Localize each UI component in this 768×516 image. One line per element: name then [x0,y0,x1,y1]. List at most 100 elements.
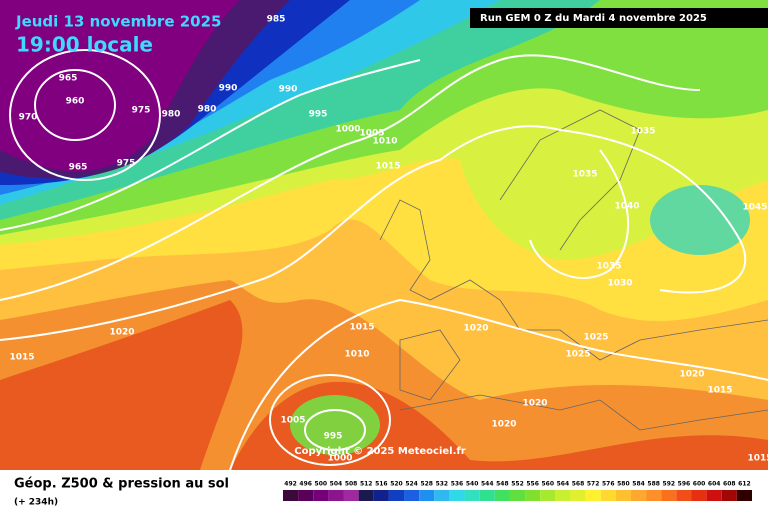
legend-label: 580 [617,481,630,488]
legend-label: 540 [466,481,479,488]
legend-label: 524 [405,481,418,488]
legend-label: 492 [284,481,297,488]
legend-swatch [646,490,662,501]
legend-swatch [615,490,631,501]
legend-swatch [449,490,465,501]
isobar-label: 1035 [572,170,597,180]
isobars [0,49,768,471]
isobar-label: 1020 [679,370,704,380]
legend-swatch [313,490,329,501]
legend-label: 600 [693,481,706,488]
legend-label: 528 [420,481,433,488]
legend-swatch [585,490,601,501]
legend-swatch [736,490,752,501]
legend-swatch [434,490,450,501]
isobar-label: 1030 [607,279,632,289]
isobar-label: 960 [66,97,85,107]
isobar-label: 1000 [335,125,360,135]
isobar-label: 1035 [596,262,621,272]
legend-label: 520 [390,481,403,488]
legend-label: 544 [481,481,494,488]
legend-swatch [298,490,314,501]
legend-swatch [676,490,692,501]
legend-label: 532 [436,481,449,488]
coastlines [379,109,768,431]
legend-swatch [464,490,480,501]
legend-label: 572 [587,481,600,488]
field [290,395,380,455]
isobar-label: 965 [69,163,88,173]
legend-swatch [328,490,344,501]
isobar [529,149,630,280]
isobar-label: 1020 [522,399,547,409]
legend-label: 576 [602,481,615,488]
legend-swatch [404,490,420,501]
isobar-label: 980 [162,110,181,120]
legend-label: 508 [345,481,358,488]
isobar-label: 1020 [463,324,488,334]
legend-swatch [525,490,541,501]
isobar-label: 1020 [109,328,134,338]
legend-label: 516 [375,481,388,488]
isobar-label: 965 [59,74,78,84]
legend-label: 560 [541,481,554,488]
isobar-label: 1025 [565,350,590,360]
isobar-label: 1025 [583,333,608,343]
legend: 492 496 500 504 508 512 516 520 524 528 532 536 540 5… [283,481,752,501]
legend-label: 556 [526,481,539,488]
legend-label: 604 [708,481,721,488]
isobar-label: 1005 [280,416,305,426]
isobar-label: 1045 [742,203,767,213]
isobar-labels: 985 965 960 970 975 980 980 965 975 990 990 995 1000… [9,15,768,464]
legend-swatch [373,490,389,501]
legend-label: 608 [723,481,736,488]
time: 19:00 locale [16,33,153,57]
isobar-label: 1015 [9,353,34,363]
isobar-label: 990 [279,85,298,95]
isobar-label: 1010 [344,350,369,360]
run-box [470,8,768,28]
legend-label: 612 [738,481,751,488]
isobar-label: 985 [267,15,286,25]
run-info: Run GEM 0 Z du Mardi 4 novembre 2025 [480,13,707,24]
legend-swatch [570,490,586,501]
footer-title: Géop. Z500 & pression au sol [14,477,229,492]
legend-label: 504 [330,481,343,488]
legend-label: 512 [360,481,373,488]
legend-label: 496 [299,481,312,488]
isobar-label: 1035 [630,127,655,137]
isobar [0,54,701,301]
legend-swatch [388,490,405,501]
legend-label: 536 [451,481,464,488]
isobar-label: 1005 [359,129,384,139]
isobar [34,69,116,141]
coastline [399,329,461,401]
legend-label: 592 [663,481,676,488]
date: Jeudi 13 novembre 2025 [15,13,221,31]
coastline [399,394,768,431]
isobar-label: 1015 [349,323,374,333]
coastline [499,109,641,251]
legend-label: 564 [557,481,570,488]
legend-label: 548 [496,481,509,488]
isobar-label: 1000 [327,454,352,464]
isobar [0,125,747,341]
isobar-label: 995 [309,110,328,120]
legend-swatch [343,490,359,501]
legend-swatch [358,490,374,501]
legend-label: 584 [632,481,645,488]
legend-swatch [419,490,435,501]
legend-swatch [479,490,495,501]
legend-swatch [706,490,722,501]
legend-label: 500 [315,481,328,488]
legend-swatch [509,490,526,501]
legend-swatch [494,490,510,501]
isobar-label: 990 [219,84,238,94]
legend-label: 568 [572,481,585,488]
coastline [379,199,768,361]
isobar-label: 970 [19,113,38,123]
copyright: Copyright © 2025 Meteociel.fr [294,446,465,457]
isobar [0,59,421,231]
isobar [9,49,161,181]
